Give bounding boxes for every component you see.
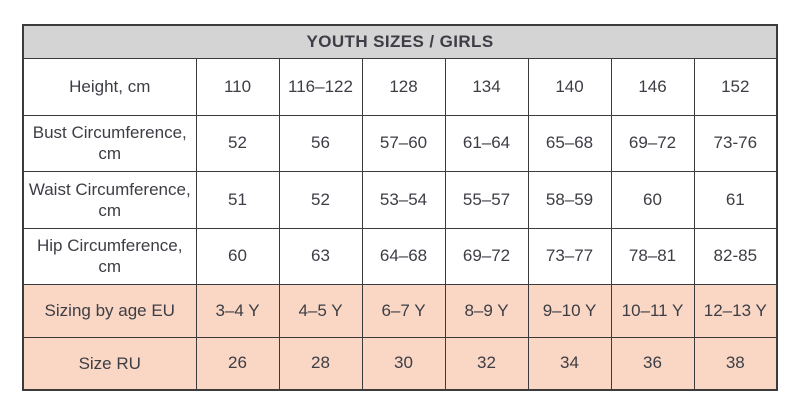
table-row-bust: Bust Circumference, cm 52 56 57–60 61–64…: [22, 114, 778, 172]
hip-value: 78–81: [610, 227, 695, 285]
size-ru-value: 38: [693, 336, 778, 391]
size-ru-value: 26: [195, 336, 280, 391]
table-row-hip: Hip Circumference, cm 60 63 64–68 69–72 …: [22, 227, 778, 285]
waist-value: 51: [195, 170, 280, 229]
waist-value: 60: [610, 170, 695, 229]
row-label-hip: Hip Circumference, cm: [22, 227, 197, 285]
bust-value: 61–64: [444, 114, 529, 172]
height-value: 128: [361, 57, 446, 116]
table-title: YOUTH SIZES / GIRLS: [22, 24, 778, 59]
hip-value: 64–68: [361, 227, 446, 285]
age-eu-value: 8–9 Y: [444, 283, 529, 338]
bust-value: 69–72: [610, 114, 695, 172]
size-ru-value: 36: [610, 336, 695, 391]
row-label-bust: Bust Circumference, cm: [22, 114, 197, 172]
size-ru-value: 30: [361, 336, 446, 391]
height-value: 140: [527, 57, 612, 116]
row-label-waist: Waist Circumference, cm: [22, 170, 197, 229]
height-value: 152: [693, 57, 778, 116]
bust-value: 57–60: [361, 114, 446, 172]
hip-value: 60: [195, 227, 280, 285]
waist-value: 55–57: [444, 170, 529, 229]
waist-value: 61: [693, 170, 778, 229]
age-eu-value: 6–7 Y: [361, 283, 446, 338]
age-eu-value: 12–13 Y: [693, 283, 778, 338]
bust-value: 56: [278, 114, 363, 172]
table-row-size-ru: Size RU 26 28 30 32 34 36 38: [22, 336, 778, 391]
bust-value: 73-76: [693, 114, 778, 172]
table-row-height: Height, cm 110 116–122 128 134 140 146 1…: [22, 57, 778, 116]
table-title-row: YOUTH SIZES / GIRLS: [22, 24, 778, 59]
height-value: 134: [444, 57, 529, 116]
row-label-age-eu: Sizing by age EU: [22, 283, 197, 338]
table-row-age-eu: Sizing by age EU 3–4 Y 4–5 Y 6–7 Y 8–9 Y…: [22, 283, 778, 338]
bust-value: 52: [195, 114, 280, 172]
hip-value: 63: [278, 227, 363, 285]
hip-value: 69–72: [444, 227, 529, 285]
height-value: 146: [610, 57, 695, 116]
waist-value: 58–59: [527, 170, 612, 229]
age-eu-value: 4–5 Y: [278, 283, 363, 338]
hip-value: 73–77: [527, 227, 612, 285]
height-value: 116–122: [278, 57, 363, 116]
age-eu-value: 9–10 Y: [527, 283, 612, 338]
table-row-waist: Waist Circumference, cm 51 52 53–54 55–5…: [22, 170, 778, 229]
height-value: 110: [195, 57, 280, 116]
size-ru-value: 34: [527, 336, 612, 391]
size-ru-value: 32: [444, 336, 529, 391]
row-label-height: Height, cm: [22, 57, 197, 116]
row-label-size-ru: Size RU: [22, 336, 197, 391]
size-ru-value: 28: [278, 336, 363, 391]
waist-value: 52: [278, 170, 363, 229]
age-eu-value: 10–11 Y: [610, 283, 695, 338]
bust-value: 65–68: [527, 114, 612, 172]
age-eu-value: 3–4 Y: [195, 283, 280, 338]
hip-value: 82-85: [693, 227, 778, 285]
waist-value: 53–54: [361, 170, 446, 229]
youth-girls-size-table: YOUTH SIZES / GIRLS Height, cm 110 116–1…: [22, 24, 779, 391]
